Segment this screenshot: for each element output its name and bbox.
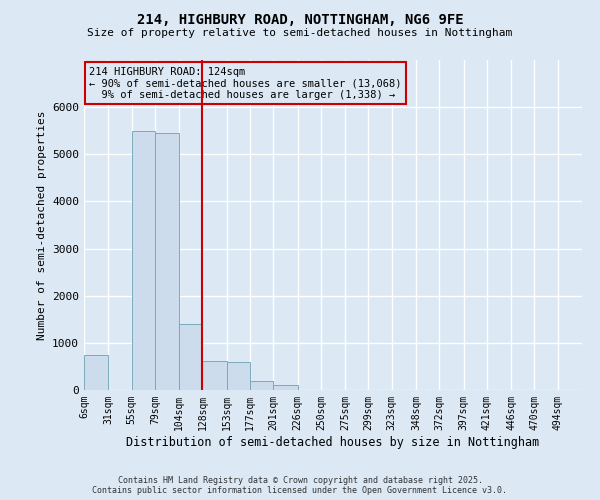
Text: 214 HIGHBURY ROAD: 124sqm
← 90% of semi-detached houses are smaller (13,068)
  9: 214 HIGHBURY ROAD: 124sqm ← 90% of semi-…	[89, 66, 401, 100]
Text: Contains HM Land Registry data © Crown copyright and database right 2025.
Contai: Contains HM Land Registry data © Crown c…	[92, 476, 508, 495]
Bar	[179, 324, 202, 390]
Bar	[155, 133, 179, 390]
Bar	[84, 354, 108, 390]
X-axis label: Distribution of semi-detached houses by size in Nottingham: Distribution of semi-detached houses by …	[127, 436, 539, 448]
Bar	[227, 362, 250, 390]
Text: Size of property relative to semi-detached houses in Nottingham: Size of property relative to semi-detach…	[88, 28, 512, 38]
Bar	[250, 380, 273, 390]
Bar	[202, 361, 227, 390]
Bar	[131, 130, 155, 390]
Text: 214, HIGHBURY ROAD, NOTTINGHAM, NG6 9FE: 214, HIGHBURY ROAD, NOTTINGHAM, NG6 9FE	[137, 12, 463, 26]
Y-axis label: Number of semi-detached properties: Number of semi-detached properties	[37, 110, 47, 340]
Bar	[273, 386, 298, 390]
